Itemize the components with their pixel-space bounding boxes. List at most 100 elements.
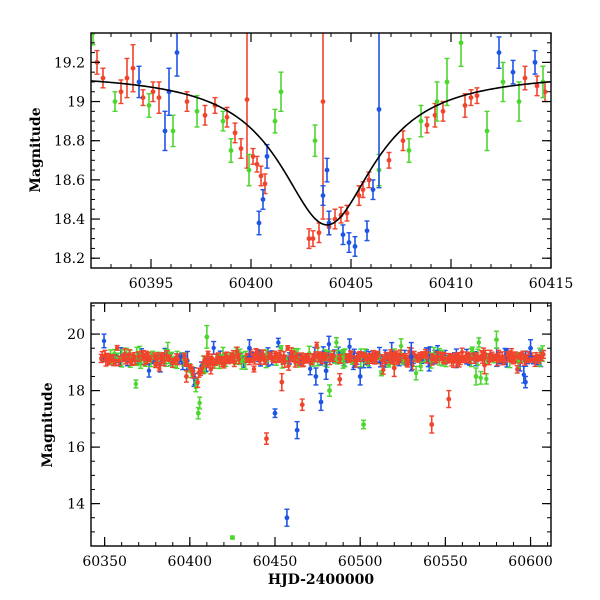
red-data-point — [468, 95, 474, 101]
top-panel-y-axis-title: Magnitude — [28, 107, 44, 192]
y-tick-label: 16 — [67, 440, 85, 456]
green-data-point — [458, 40, 464, 46]
red-data-point — [116, 358, 122, 363]
x-tick-label: 60395 — [129, 276, 174, 292]
red-data-point — [294, 353, 300, 359]
green-data-point — [418, 118, 424, 124]
x-tick-label: 60410 — [429, 276, 474, 292]
blue-data-point — [136, 79, 142, 85]
x-tick-label: 60400 — [229, 276, 274, 292]
red-data-point — [200, 365, 205, 370]
y-tick-label: 20 — [67, 327, 85, 343]
green-data-point — [197, 400, 202, 406]
red-data-point — [161, 358, 167, 363]
red-outlier-point — [299, 402, 305, 408]
blue-data-point — [510, 69, 516, 75]
red-data-point — [285, 345, 290, 351]
red-outlier-point — [429, 422, 435, 427]
blue-outlier-point — [294, 427, 300, 433]
green-data-point — [220, 118, 226, 124]
x-tick-label: 60415 — [529, 276, 574, 292]
blue-data-point — [496, 50, 502, 55]
red-data-point — [232, 130, 238, 136]
red-data-point — [132, 358, 138, 363]
green-data-point — [484, 376, 489, 382]
green-data-point — [444, 79, 450, 85]
green-data-point — [418, 364, 423, 369]
red-data-point — [114, 345, 120, 351]
red-data-point — [190, 372, 196, 377]
red-data-point — [474, 93, 480, 99]
green-data-point — [194, 108, 200, 114]
green-data-point — [133, 381, 139, 387]
red-outlier-point — [446, 396, 452, 402]
y-tick-label: 14 — [67, 497, 85, 513]
x-tick-label: 60500 — [338, 554, 383, 570]
red-data-point — [232, 359, 237, 365]
red-outlier-point — [184, 374, 189, 379]
blue-outlier-point — [318, 399, 324, 405]
red-data-point — [184, 360, 189, 365]
red-data-point — [425, 355, 430, 360]
green-data-point — [334, 340, 339, 345]
red-data-point — [118, 89, 124, 95]
x-tick-label: 60450 — [253, 554, 298, 570]
blue-data-point — [340, 232, 346, 238]
green-data-point — [312, 138, 318, 144]
red-data-point — [496, 351, 501, 357]
red-outlier-point — [264, 436, 269, 442]
green-data-point — [228, 148, 234, 153]
y-tick-label: 19 — [67, 95, 85, 111]
red-data-point — [224, 114, 230, 120]
x-tick-label: 60405 — [329, 276, 374, 292]
x-tick-label: 60350 — [82, 554, 127, 570]
green-data-point — [170, 128, 176, 134]
red-data-point — [344, 210, 350, 216]
green-data-point — [516, 99, 522, 104]
blue-data-point — [211, 345, 216, 351]
y-tick-label: 18.4 — [54, 212, 85, 228]
y-tick-label: 18.6 — [54, 173, 85, 189]
red-data-point — [316, 230, 322, 236]
red-data-point — [277, 353, 283, 358]
blue-data-point — [256, 220, 262, 226]
red-data-point — [157, 365, 162, 371]
y-tick-label: 18.2 — [54, 251, 85, 267]
red-data-point — [127, 352, 132, 357]
blue-data-point — [347, 344, 352, 349]
green-data-point — [406, 148, 412, 153]
red-data-point — [262, 181, 268, 187]
blue-outlier-point — [528, 345, 533, 351]
blue-data-point — [376, 106, 382, 112]
red-data-point — [459, 350, 465, 355]
red-data-point — [234, 349, 240, 354]
y-tick-label: 18 — [67, 384, 85, 400]
bottom-panel-data — [98, 324, 547, 540]
green-data-point — [146, 103, 152, 108]
blue-data-point — [521, 372, 527, 377]
red-data-point — [156, 95, 162, 101]
blue-data-point — [364, 228, 370, 234]
red-data-point — [522, 75, 528, 81]
green-data-point — [476, 340, 482, 345]
blue-data-point — [532, 59, 538, 65]
bottom-panel-frame — [90, 302, 552, 547]
red-data-point — [250, 153, 256, 159]
red-data-point — [462, 103, 468, 108]
x-tick-label: 60550 — [423, 554, 468, 570]
bottom-panel: 60350 60400 60450 60500 60550 60600 14 16 18 20 M… — [40, 302, 553, 588]
blue-data-point — [260, 197, 266, 202]
green-data-point — [413, 370, 419, 376]
blue-outlier-point — [247, 345, 252, 351]
red-data-point — [182, 353, 187, 359]
blue-data-point — [307, 366, 313, 371]
red-data-point — [337, 356, 343, 362]
red-data-point — [306, 356, 311, 362]
red-data-point — [124, 75, 130, 81]
red-data-point — [356, 193, 362, 198]
blue-data-point — [174, 50, 180, 55]
red-data-point — [331, 353, 336, 359]
red-data-point — [100, 75, 106, 81]
red-data-point — [244, 97, 250, 102]
red-data-point — [306, 236, 312, 242]
